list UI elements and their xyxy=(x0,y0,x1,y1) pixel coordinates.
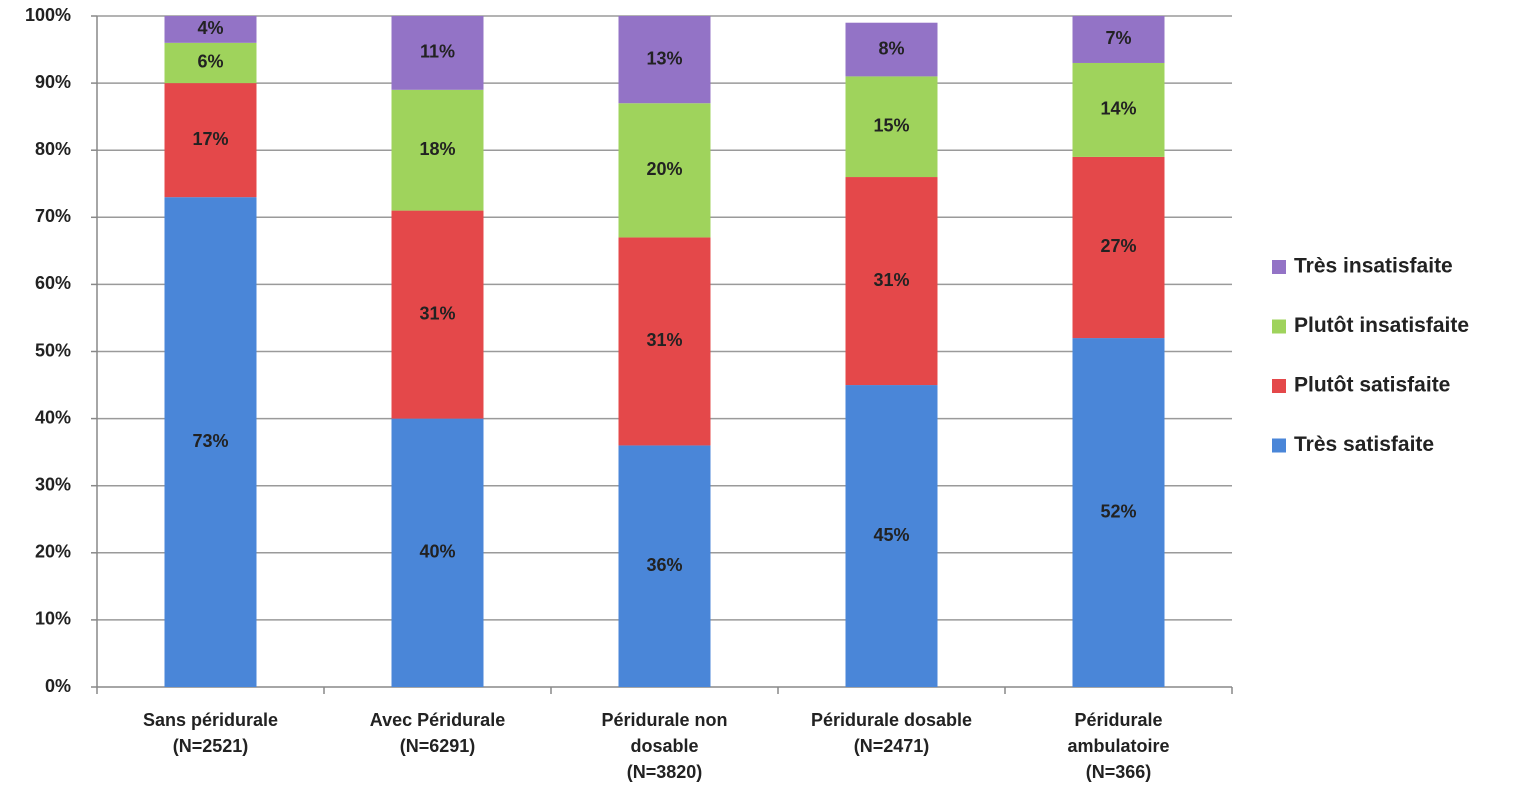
data-label: 73% xyxy=(192,431,228,451)
bar-segment xyxy=(391,418,484,687)
x-tick-label: Péridurale non xyxy=(601,710,727,730)
data-label: 31% xyxy=(646,330,682,350)
bar-segment xyxy=(618,103,711,238)
data-label: 18% xyxy=(419,139,455,159)
data-label: 36% xyxy=(646,555,682,575)
bar-segment xyxy=(391,16,484,90)
bar-segment xyxy=(164,83,257,198)
bar-segment xyxy=(1072,62,1165,157)
data-label: 14% xyxy=(1100,99,1136,119)
bar-segment xyxy=(1072,16,1165,63)
x-tick-label: dosable xyxy=(630,736,698,756)
legend-label: Très insatisfaite xyxy=(1294,255,1453,278)
data-label: 27% xyxy=(1100,236,1136,256)
legend-label: Plutôt insatisfaite xyxy=(1294,314,1469,337)
bar-segment xyxy=(164,42,257,84)
y-tick-label: 90% xyxy=(35,72,71,92)
bar-segment xyxy=(164,197,257,688)
data-label: 11% xyxy=(420,42,455,62)
data-label: 6% xyxy=(197,52,223,72)
legend-swatch xyxy=(1272,319,1286,334)
bar-segment xyxy=(845,76,938,178)
data-label: 15% xyxy=(873,115,909,135)
data-label: 40% xyxy=(419,542,455,562)
x-tick-label: (N=6291) xyxy=(400,736,476,756)
y-tick-label: 10% xyxy=(35,609,71,629)
x-tick-label: (N=2521) xyxy=(173,736,249,756)
data-label: 52% xyxy=(1100,501,1136,521)
data-label: 45% xyxy=(873,525,909,545)
legend-label: Très satisfaite xyxy=(1294,433,1434,456)
bar-segment xyxy=(1072,156,1165,339)
legend-swatch xyxy=(1272,438,1286,453)
x-tick-label: Sans péridurale xyxy=(143,710,278,730)
x-tick-label: Péridurale xyxy=(1074,710,1162,730)
data-label: 7% xyxy=(1105,28,1131,48)
legend-swatch xyxy=(1272,379,1286,393)
x-tick-label: ambulatoire xyxy=(1067,736,1169,756)
x-tick-label: Avec Péridurale xyxy=(370,710,505,730)
bar-segment xyxy=(845,385,938,687)
x-tick-label: Péridurale dosable xyxy=(811,710,972,730)
bar-segment xyxy=(845,177,938,386)
x-tick-label: (N=366) xyxy=(1086,762,1152,782)
legend-label: Plutôt satisfaite xyxy=(1294,374,1450,397)
bar-segment xyxy=(1072,338,1165,687)
y-tick-label: 60% xyxy=(35,273,71,293)
legend-swatch xyxy=(1272,260,1286,274)
data-label: 31% xyxy=(873,270,909,290)
bar-segment xyxy=(391,210,484,419)
data-label: 8% xyxy=(878,38,904,58)
y-tick-label: 20% xyxy=(35,542,71,562)
data-label: 13% xyxy=(646,48,682,68)
bar-segment xyxy=(391,89,484,211)
bar-segment xyxy=(618,16,711,104)
bar-segment xyxy=(618,237,711,446)
bar-segment xyxy=(845,22,938,77)
y-tick-label: 70% xyxy=(35,206,71,226)
x-tick-label: (N=3820) xyxy=(627,762,703,782)
data-label: 17% xyxy=(192,129,228,149)
y-tick-label: 40% xyxy=(35,407,71,427)
y-tick-label: 80% xyxy=(35,139,71,159)
x-tick-label: (N=2471) xyxy=(854,736,930,756)
data-label: 20% xyxy=(646,159,682,179)
bar-segment xyxy=(164,16,257,43)
y-tick-label: 100% xyxy=(25,5,71,25)
y-tick-label: 0% xyxy=(45,676,71,696)
data-label: 31% xyxy=(419,303,455,323)
y-tick-label: 30% xyxy=(35,474,71,494)
y-tick-label: 50% xyxy=(35,340,71,360)
data-label: 4% xyxy=(197,18,223,38)
bar-segment xyxy=(618,445,711,687)
